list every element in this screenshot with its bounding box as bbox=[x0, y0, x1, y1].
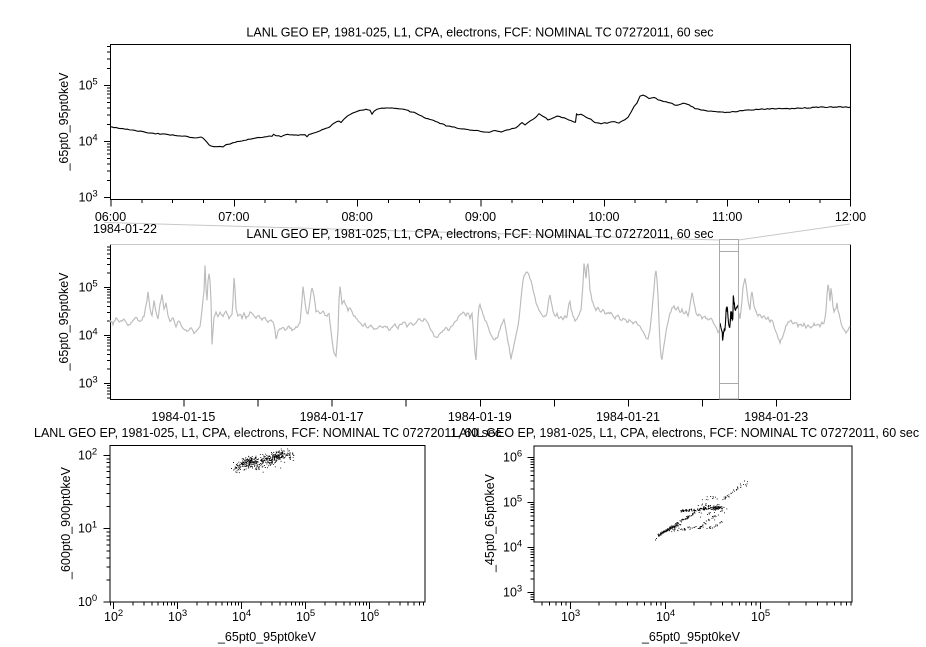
svg-text:1984-01-23: 1984-01-23 bbox=[744, 410, 808, 424]
svg-text:_65pt0_95pt0keV: _65pt0_95pt0keV bbox=[57, 72, 71, 172]
svg-text:1984-01-19: 1984-01-19 bbox=[448, 410, 512, 424]
svg-text:12:00: 12:00 bbox=[835, 210, 866, 224]
svg-text:LANL GEO EP, 1981-025, L1, CPA: LANL GEO EP, 1981-025, L1, CPA, electron… bbox=[246, 227, 713, 241]
svg-text:1984-01-21: 1984-01-21 bbox=[596, 410, 660, 424]
svg-text:11:00: 11:00 bbox=[712, 210, 742, 224]
svg-text:_45pt0_65pt0keV: _45pt0_65pt0keV bbox=[483, 473, 497, 573]
svg-text:07:00: 07:00 bbox=[218, 210, 249, 224]
svg-text:09:00: 09:00 bbox=[465, 210, 496, 224]
svg-text:_65pt0_95pt0keV: _65pt0_95pt0keV bbox=[57, 272, 71, 372]
svg-text:1984-01-22: 1984-01-22 bbox=[93, 222, 157, 236]
svg-text:LANL GEO EP, 1981-025, L1, CPA: LANL GEO EP, 1981-025, L1, CPA, electron… bbox=[246, 26, 713, 40]
svg-text:_65pt0_95pt0keV: _65pt0_95pt0keV bbox=[641, 630, 741, 644]
svg-text:LANL GEO EP, 1981-025, L1, CPA: LANL GEO EP, 1981-025, L1, CPA, electron… bbox=[452, 426, 919, 440]
svg-text:LANL GEO EP, 1981-025, L1, CPA: LANL GEO EP, 1981-025, L1, CPA, electron… bbox=[34, 426, 501, 440]
svg-text:_600pt0_900pt0keV: _600pt0_900pt0keV bbox=[59, 466, 73, 580]
svg-text:10:00: 10:00 bbox=[588, 210, 619, 224]
svg-text:_65pt0_95pt0keV: _65pt0_95pt0keV bbox=[217, 630, 317, 644]
svg-text:1984-01-17: 1984-01-17 bbox=[300, 410, 364, 424]
svg-text:06:00: 06:00 bbox=[95, 210, 126, 224]
svg-text:08:00: 08:00 bbox=[342, 210, 373, 224]
svg-text:1984-01-15: 1984-01-15 bbox=[151, 410, 215, 424]
